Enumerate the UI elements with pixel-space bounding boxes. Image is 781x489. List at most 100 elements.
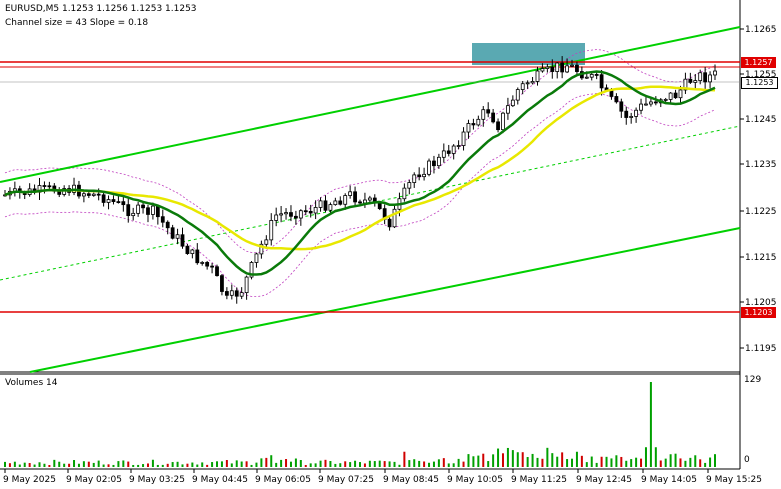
candle-body bbox=[668, 92, 673, 100]
time-tick-label: 9 May 04:45 bbox=[192, 475, 248, 485]
volume-bar bbox=[566, 459, 569, 467]
candle-body bbox=[436, 156, 441, 167]
candle-body bbox=[259, 243, 264, 255]
volume-bar bbox=[92, 462, 95, 467]
candle-body bbox=[501, 112, 505, 131]
volume-bar bbox=[497, 448, 500, 467]
candle-body bbox=[160, 216, 165, 223]
volume-bar bbox=[127, 461, 130, 467]
volume-bar bbox=[447, 463, 450, 467]
volume-bar bbox=[635, 457, 638, 467]
volume-bar bbox=[270, 455, 273, 467]
candle-body bbox=[678, 89, 683, 99]
volume-bar bbox=[211, 462, 214, 467]
volume-bar bbox=[605, 456, 608, 467]
volume-bar bbox=[437, 459, 440, 467]
candle-body bbox=[170, 227, 175, 239]
volume-bar bbox=[8, 463, 11, 467]
price-tick-label: 1.1215 bbox=[745, 253, 777, 263]
volume-bar bbox=[334, 463, 337, 467]
volume-bar bbox=[349, 462, 352, 467]
volume-bar bbox=[132, 464, 135, 467]
volume-bar bbox=[13, 461, 16, 467]
candle-body bbox=[570, 64, 574, 67]
volume-bar bbox=[18, 464, 21, 467]
volume-bar bbox=[58, 461, 61, 467]
candle-body bbox=[466, 123, 471, 133]
volume-bar bbox=[699, 459, 702, 467]
volume-bar bbox=[38, 462, 41, 467]
volume-min-tick: 0 bbox=[744, 455, 750, 465]
volume-bar bbox=[176, 461, 179, 467]
candle-body bbox=[367, 197, 372, 201]
time-tick-label: 9 May 14:05 bbox=[641, 475, 697, 485]
candle-body bbox=[101, 194, 106, 203]
moving-averages bbox=[4, 70, 716, 276]
candle-body bbox=[175, 234, 180, 239]
candle-body bbox=[624, 110, 629, 118]
regression-channel bbox=[0, 26, 741, 373]
volume-bar bbox=[294, 458, 297, 467]
volume-bar bbox=[344, 461, 347, 467]
candle-body bbox=[481, 109, 486, 120]
volume-bar bbox=[161, 464, 164, 467]
time-tick-label: 9 May 12:45 bbox=[576, 475, 632, 485]
volume-bar bbox=[225, 460, 228, 467]
candle-body bbox=[215, 266, 219, 277]
volume-bar bbox=[413, 459, 416, 467]
volume-bar bbox=[196, 464, 199, 467]
candle-body bbox=[229, 290, 234, 296]
candle-body bbox=[333, 200, 338, 206]
volume-bar bbox=[393, 461, 396, 467]
volume-bar bbox=[561, 452, 564, 467]
candle-body bbox=[81, 193, 86, 197]
volume-bar bbox=[122, 460, 125, 467]
volume-bar bbox=[556, 456, 559, 467]
candle-body bbox=[363, 199, 367, 204]
candle-body bbox=[703, 72, 708, 83]
volume-bar bbox=[4, 461, 6, 467]
volume-bar bbox=[329, 461, 332, 467]
fast-moving-average bbox=[4, 70, 716, 276]
time-tick-label: 9 May 03:25 bbox=[129, 475, 185, 485]
candle-body bbox=[146, 207, 150, 215]
candle-body bbox=[540, 68, 545, 72]
candle-body bbox=[688, 78, 693, 83]
volume-bar bbox=[87, 461, 90, 467]
volume-bar bbox=[373, 461, 376, 467]
volume-bar bbox=[551, 453, 554, 467]
candle-body bbox=[525, 82, 530, 85]
candle-body bbox=[165, 221, 170, 229]
candle-body bbox=[496, 121, 500, 131]
volume-bar bbox=[595, 462, 598, 467]
time-tick-label: 9 May 08:45 bbox=[383, 475, 439, 485]
candle-body bbox=[451, 145, 456, 154]
volume-bar bbox=[220, 461, 223, 467]
time-ticks: 9 May 2025 9 May 02:05 9 May 03:25 9 May 04… bbox=[3, 469, 762, 485]
candle-body bbox=[530, 81, 535, 84]
volume-bar bbox=[255, 462, 258, 467]
volume-bar bbox=[674, 453, 677, 467]
candle-body bbox=[713, 70, 717, 76]
volume-bar bbox=[684, 460, 687, 467]
horizontal-levels bbox=[0, 61, 740, 313]
candle-body bbox=[708, 74, 712, 83]
candle-body bbox=[427, 160, 431, 175]
time-tick-label: 9 May 2025 bbox=[3, 475, 56, 485]
volume-bar bbox=[408, 460, 411, 467]
volume-bar bbox=[245, 461, 248, 467]
volume-bar bbox=[299, 460, 302, 467]
candle-body bbox=[441, 150, 446, 158]
candle-body bbox=[254, 253, 259, 263]
volume-bar bbox=[541, 458, 544, 467]
candle-body bbox=[210, 265, 214, 268]
volume-bar bbox=[339, 463, 342, 467]
current-price-tag: 1.1253 bbox=[741, 77, 778, 89]
channel-upper bbox=[0, 26, 741, 183]
volume-bar bbox=[571, 458, 574, 467]
volume-bar bbox=[620, 456, 623, 467]
candle-body bbox=[279, 213, 284, 216]
volume-bar bbox=[536, 457, 539, 467]
candle-body bbox=[111, 199, 116, 203]
